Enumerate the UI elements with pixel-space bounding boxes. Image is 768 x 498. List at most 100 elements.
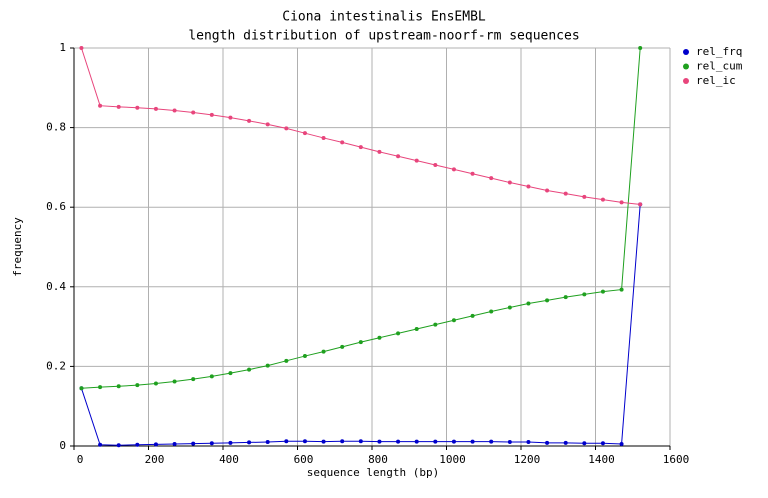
data-point [358,145,363,150]
data-point [507,305,512,310]
data-point [284,439,289,444]
data-point [507,180,512,185]
data-point [153,106,158,111]
data-point [396,439,401,444]
data-point [358,340,363,345]
data-point [507,440,512,445]
data-point [98,385,103,390]
data-point [358,439,363,444]
x-tick-label: 400 [219,453,239,466]
y-tick-label: 0.6 [46,200,66,213]
data-point [545,188,550,193]
data-point [302,354,307,359]
legend-label: rel_cum [696,60,743,73]
data-point [396,331,401,336]
data-point [600,289,605,294]
data-point [340,439,345,444]
data-point [563,191,568,196]
data-point [228,115,233,120]
data-point [451,167,456,172]
legend-label: rel_ic [696,74,736,87]
data-point [600,197,605,202]
series-line [81,47,641,389]
data-point [135,105,140,110]
data-point [265,122,270,127]
y-axis-label: frequency [11,217,24,277]
data-point [135,383,140,388]
data-point [79,46,84,50]
data-point [302,439,307,444]
y-tick-label: 0.4 [46,280,66,293]
data-point [321,349,326,354]
data-point [433,163,438,168]
data-point [340,140,345,145]
data-point [619,442,624,447]
data-point [563,440,568,445]
data-point [116,443,121,448]
data-point [228,371,233,376]
y-tick-label: 0 [59,439,66,452]
x-tick-label: 1000 [439,453,466,466]
data-point [284,126,289,131]
data-point [172,442,177,447]
legend-marker [683,63,689,70]
data-point [451,439,456,444]
data-point [582,441,587,446]
y-tick-label: 1 [59,41,66,54]
data-point [526,301,531,306]
y-tick-label: 0.2 [46,359,66,372]
data-point [489,309,494,314]
x-tick-label: 1400 [588,453,615,466]
data-point [247,118,252,123]
data-point [433,439,438,444]
data-point [638,202,643,207]
x-tick-label: 1600 [663,453,690,466]
x-tick-label: 600 [294,453,314,466]
data-point [600,441,605,446]
data-point [470,439,475,444]
data-point [489,176,494,181]
data-point [98,103,103,108]
x-tick-label: 0 [77,453,84,466]
x-tick-label: 200 [145,453,165,466]
data-point [209,374,214,379]
data-point [191,441,196,446]
data-point [396,154,401,159]
data-point [98,442,103,447]
data-point [247,440,252,445]
data-point [321,439,326,444]
legend-marker [683,78,689,84]
data-point [470,171,475,176]
data-point [619,200,624,205]
data-point [582,292,587,297]
data-point [340,344,345,349]
data-point [414,158,419,163]
data-point [284,358,289,363]
data-point [619,287,624,292]
data-point [302,131,307,136]
x-tick-label: 800 [368,453,388,466]
data-point [433,322,438,327]
data-point [563,295,568,300]
data-point [265,363,270,368]
legend-label: rel_frq [696,45,742,58]
data-point [153,381,158,386]
data-point [321,135,326,140]
series-line [80,204,641,446]
data-point [414,439,419,444]
data-point [545,440,550,445]
data-point [116,104,121,109]
data-point [377,439,382,444]
data-point [191,110,196,115]
data-point [451,318,456,323]
data-point [582,194,587,199]
data-point [79,386,84,391]
y-tick-label: 0.8 [46,121,66,134]
data-point [209,112,214,117]
data-point [172,379,177,384]
data-point [526,440,531,445]
data-point [191,377,196,382]
data-point [489,439,494,444]
data-point [526,184,531,189]
